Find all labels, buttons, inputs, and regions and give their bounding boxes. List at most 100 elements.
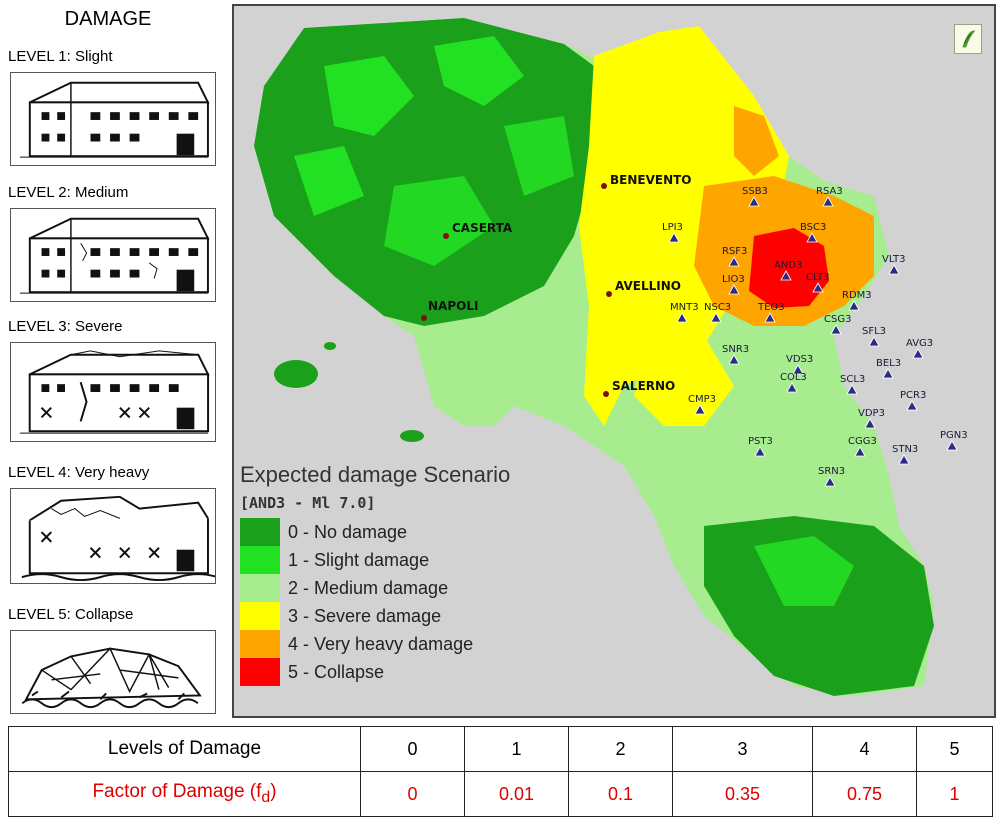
legend-label: 4 - Very heavy damage (288, 633, 474, 654)
svg-text:AVG3: AVG3 (906, 338, 933, 349)
station-marker-lio3: LIO3 (722, 274, 745, 295)
svg-text:LPI3: LPI3 (662, 222, 683, 233)
legend-item-3: 3 - Severe damage (240, 602, 570, 630)
svg-text:RSA3: RSA3 (816, 186, 843, 197)
svg-text:BEL3: BEL3 (876, 358, 901, 369)
factors-row: Factor of Damage (fd) 0 0.01 0.1 0.35 0.… (8, 771, 993, 817)
svg-text:SRN3: SRN3 (818, 466, 845, 477)
station-marker-lpi3: LPI3 (662, 222, 683, 243)
svg-text:SALERNO: SALERNO (612, 379, 675, 393)
station-marker-clt3: CLT3 (806, 272, 830, 293)
level-cell: 1 (464, 726, 569, 772)
station-marker-srn3: SRN3 (818, 466, 845, 487)
station-marker-pst3: PST3 (748, 436, 773, 457)
station-marker-bel3: BEL3 (876, 358, 901, 379)
level-3-building-image (10, 342, 216, 442)
legend-label: 3 - Severe damage (288, 605, 442, 626)
svg-text:CGG3: CGG3 (848, 436, 877, 447)
svg-text:STN3: STN3 (892, 444, 918, 455)
station-marker-csg3: CSG3 (824, 314, 851, 335)
station-marker-rsf3: RSF3 (722, 246, 747, 267)
legend-item-1: 1 - Slight damage (240, 546, 570, 574)
station-marker-vds3: VDS3 (786, 354, 813, 375)
city-marker-salerno: SALERNO (603, 379, 675, 397)
svg-text:NAPOLI: NAPOLI (428, 299, 478, 313)
legend-swatch (240, 602, 280, 630)
svg-text:PST3: PST3 (748, 436, 773, 447)
svg-text:VDP3: VDP3 (858, 408, 885, 419)
legend-subtitle: [AND3 - Ml 7.0] (240, 494, 376, 512)
legend-swatch (240, 546, 280, 574)
station-marker-vlt3: VLT3 (882, 254, 906, 275)
svg-text:CMP3: CMP3 (688, 394, 716, 405)
factor-cell: 0.75 (812, 771, 917, 817)
svg-text:TEO3: TEO3 (757, 302, 785, 313)
svg-text:SCL3: SCL3 (840, 374, 865, 385)
level-1-building-image (10, 72, 216, 166)
factor-cell: 1 (916, 771, 993, 817)
svg-text:SSB3: SSB3 (742, 186, 768, 197)
station-marker-scl3: SCL3 (840, 374, 865, 395)
svg-text:PGN3: PGN3 (940, 430, 968, 441)
station-marker-col3: COL3 (780, 372, 807, 393)
level-5-building-image (10, 630, 216, 714)
legend-swatch (240, 630, 280, 658)
svg-text:AND3: AND3 (774, 260, 802, 271)
legend-item-4: 4 - Very heavy damage (240, 630, 570, 658)
station-marker-vdp3: VDP3 (858, 408, 885, 429)
level-cell: 5 (916, 726, 993, 772)
svg-text:PCR3: PCR3 (900, 390, 926, 401)
factors-header: Factor of Damage (fd) (8, 771, 361, 817)
legend-label: 2 - Medium damage (288, 577, 449, 598)
svg-text:CASERTA: CASERTA (452, 221, 513, 235)
damage-factor-table: Levels of Damage 0 1 2 3 4 5 Factor of D… (8, 726, 993, 817)
level-3-label: LEVEL 3: Severe (8, 318, 123, 335)
svg-text:NSC3: NSC3 (704, 302, 731, 313)
station-marker-stn3: STN3 (892, 444, 918, 465)
factor-cell: 0.1 (568, 771, 673, 817)
station-marker-rsa3: RSA3 (816, 186, 843, 207)
svg-text:CLT3: CLT3 (806, 272, 830, 283)
legend-item-5: 5 - Collapse (240, 658, 570, 686)
legend-swatch (240, 658, 280, 686)
seismic-stations: SSB3 RSA3 LPI3 BSC3 RSF3 AND3 VLT3 LIO3 CLT3 RDM3… (662, 186, 968, 487)
campania-region-map: BENEVENTO CASERTA AVELLINO NAPOLI SALERN… (234, 6, 994, 716)
level-4-building-image (10, 488, 216, 584)
legend-label: 1 - Slight damage (288, 549, 430, 570)
level-cell: 2 (568, 726, 673, 772)
svg-text:LIO3: LIO3 (722, 274, 745, 285)
svg-text:AVELLINO: AVELLINO (615, 279, 681, 293)
svg-text:CSG3: CSG3 (824, 314, 851, 325)
station-marker-and3: AND3 (774, 260, 802, 281)
station-marker-snr3: SNR3 (722, 344, 749, 365)
station-marker-mnt3: MNT3 (670, 302, 699, 323)
station-marker-rdm3: RDM3 (842, 290, 872, 311)
level-5-label: LEVEL 5: Collapse (8, 606, 134, 623)
levels-header: Levels of Damage (8, 726, 361, 772)
svg-text:BSC3: BSC3 (800, 222, 826, 233)
station-marker-sfl3: SFL3 (862, 326, 886, 347)
level-cell: 0 (360, 726, 465, 772)
svg-text:VDS3: VDS3 (786, 354, 813, 365)
svg-text:SNR3: SNR3 (722, 344, 749, 355)
station-marker-teo3: TEO3 (757, 302, 785, 323)
legend-title: Expected damage Scenario (240, 462, 511, 487)
svg-text:SFL3: SFL3 (862, 326, 886, 337)
svg-text:RDM3: RDM3 (842, 290, 872, 301)
legend-swatch (240, 574, 280, 602)
level-4-label: LEVEL 4: Very heavy (8, 464, 150, 481)
svg-text:RSF3: RSF3 (722, 246, 747, 257)
station-marker-ssb3: SSB3 (742, 186, 768, 207)
station-marker-bsc3: BSC3 (800, 222, 826, 243)
legend-item-2: 2 - Medium damage (240, 574, 570, 602)
station-marker-pgn3: PGN3 (940, 430, 968, 451)
legend-item-0: 0 - No damage (240, 518, 570, 546)
city-marker-avellino: AVELLINO (606, 279, 681, 297)
map-legend: Expected damage Scenario [AND3 - Ml 7.0]… (240, 462, 570, 686)
map-logo-icon (954, 24, 982, 54)
level-cell: 3 (672, 726, 813, 772)
levels-row: Levels of Damage 0 1 2 3 4 5 (8, 726, 993, 772)
station-marker-cmp3: CMP3 (688, 394, 716, 415)
factor-cell: 0.01 (464, 771, 569, 817)
damage-scenario-map: BENEVENTO CASERTA AVELLINO NAPOLI SALERN… (232, 4, 996, 718)
